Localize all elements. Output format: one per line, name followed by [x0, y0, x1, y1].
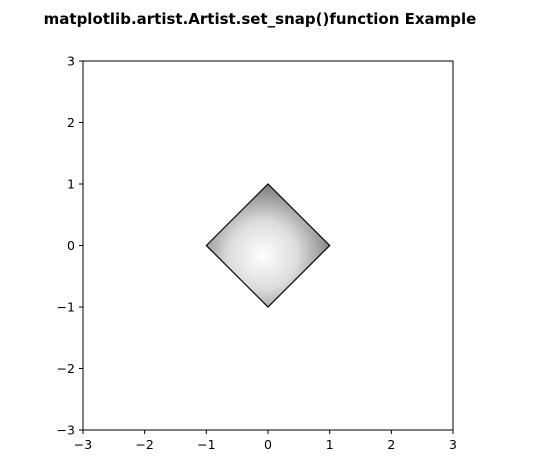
y-tick-label: 1 [67, 177, 75, 192]
y-tick-label: 3 [67, 54, 75, 69]
x-tick-label: 0 [264, 437, 272, 452]
x-tick-label: 3 [449, 437, 457, 452]
y-tick-label: 0 [67, 238, 75, 253]
y-tick-label: −3 [57, 423, 75, 438]
x-tick-label: −1 [197, 437, 215, 452]
y-tick-label: −1 [57, 300, 75, 315]
x-tick-label: −2 [135, 437, 153, 452]
chart-title: matplotlib.artist.Artist.set_snap()funct… [43, 10, 477, 28]
y-tick-label: 2 [67, 115, 75, 130]
y-tick-label: −2 [57, 361, 75, 376]
x-tick-label: −3 [74, 437, 92, 452]
diamond-patch [205, 183, 331, 308]
x-tick-label: 1 [326, 437, 334, 452]
x-tick-label: 2 [387, 437, 395, 452]
